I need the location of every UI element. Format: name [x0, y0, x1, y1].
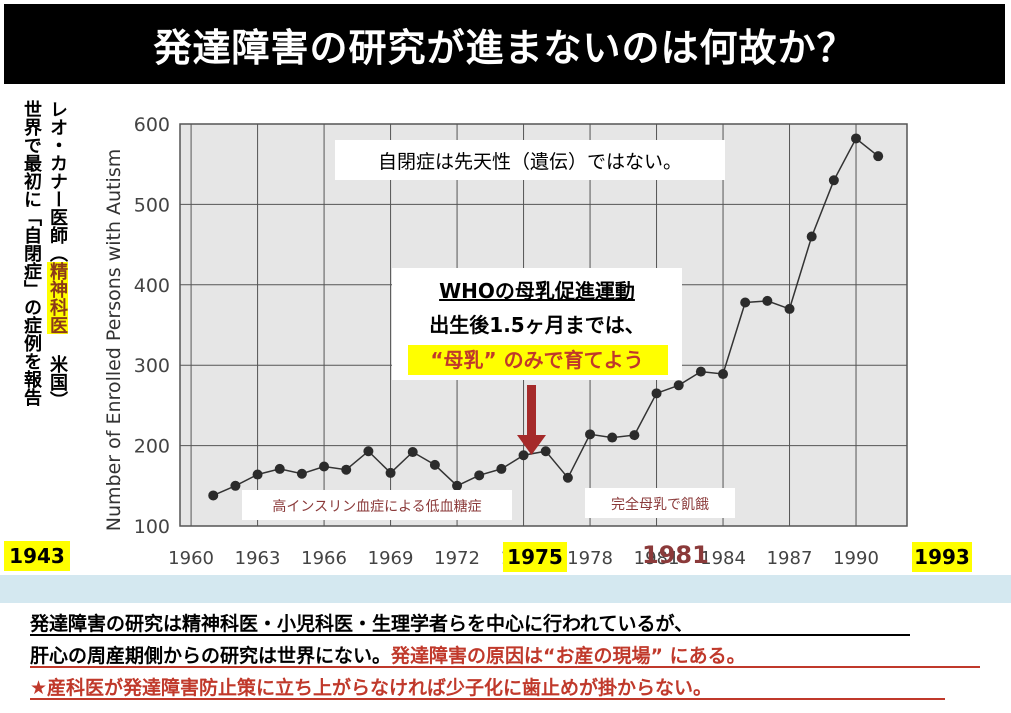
plot-area — [179, 123, 908, 527]
year-1975: 1975 — [503, 542, 567, 572]
y-axis-label: Number of Enrolled Persons with Autism — [103, 149, 125, 531]
series-line — [212, 137, 879, 497]
data-point — [828, 175, 839, 186]
x-tick-label: 1987 — [767, 548, 813, 569]
bottom-line-2: 肝心の周産期側からの研究は世界にない。発達障害の原因は“お産の現場” にある。 — [30, 645, 746, 667]
who-line2: 出生後1.5ヶ月までは、 — [429, 313, 644, 337]
y-tick-label: 300 — [134, 355, 170, 377]
x-tick-label: 1960 — [168, 548, 214, 569]
x-tick-label: 1990 — [833, 548, 879, 569]
who-note-box — [392, 268, 682, 380]
y-tick-label: 100 — [134, 516, 170, 538]
bottom-line-1: 発達障害の研究は精神科医・小児科医・生理学者らを中心に行われているが、 — [30, 613, 694, 635]
x-tick-label: 1963 — [235, 548, 281, 569]
data-point — [296, 468, 307, 479]
y-tick-label: 500 — [134, 194, 170, 216]
data-point — [518, 450, 529, 461]
down-arrow-icon — [517, 385, 546, 455]
who-line3: “母乳” のみで育てよう — [430, 348, 643, 372]
data-point — [230, 480, 241, 491]
data-point — [319, 461, 330, 472]
data-point — [274, 463, 285, 474]
underline-2 — [30, 666, 980, 668]
starvation-note: 完全母乳で飢餓 — [611, 496, 709, 513]
underline-1 — [30, 634, 910, 636]
genetic-note: 自閉症は先天性（遺伝）ではない。 — [378, 151, 682, 173]
data-point — [252, 469, 263, 480]
side-note-kanner: レオ・カナー医師（精神科医 米国） — [47, 100, 68, 409]
x-tick-label: 1966 — [301, 548, 347, 569]
year-1993: 1993 — [912, 542, 972, 572]
divider-band — [0, 575, 1011, 603]
data-point — [873, 151, 884, 162]
y-tick-label: 600 — [134, 114, 170, 136]
data-point — [651, 388, 662, 399]
data-point — [806, 231, 817, 242]
genetic-note-box — [335, 140, 725, 180]
data-point — [585, 429, 596, 440]
y-tick-label: 200 — [134, 436, 170, 458]
underline-3 — [30, 698, 945, 700]
data-point — [496, 463, 507, 474]
who-title: WHOの母乳促進運動 — [439, 279, 635, 303]
data-point — [429, 459, 440, 470]
y-tick-label: 400 — [134, 275, 170, 297]
side-note-first-report: 世界で最初に「自閉症」の症例を報告 — [21, 100, 42, 406]
data-point — [407, 447, 418, 458]
data-point — [718, 369, 729, 380]
data-point — [607, 432, 618, 443]
data-point — [208, 490, 219, 501]
psychiatrist-highlight: 精神科医 — [47, 262, 68, 334]
data-point — [452, 480, 463, 491]
x-tick-label: 1969 — [368, 548, 414, 569]
data-point — [540, 446, 551, 457]
data-point — [695, 366, 706, 377]
data-point — [629, 430, 640, 441]
data-point — [740, 297, 751, 308]
data-point — [762, 295, 773, 306]
data-point — [363, 446, 374, 457]
page-title: 発達障害の研究が進まないのは何故か？ — [4, 4, 1005, 84]
data-point — [851, 133, 862, 144]
x-tick-label: 1978 — [567, 548, 613, 569]
who-highlight — [408, 345, 668, 375]
data-point — [341, 464, 352, 475]
data-point — [562, 472, 573, 483]
data-point — [385, 467, 396, 478]
data-point — [673, 380, 684, 391]
year-1943: 1943 — [4, 541, 70, 571]
starvation-note-box — [585, 488, 735, 518]
year-1981: 1981 — [642, 541, 709, 569]
insulin-note: 高インスリン血症による低血糖症 — [272, 498, 481, 515]
bottom-line-3: ★産科医が発達障害防止策に立ち上がらなければ少子化に歯止めが掛からない。 — [30, 677, 713, 699]
x-tick-label: 1972 — [434, 548, 480, 569]
data-point — [784, 303, 795, 314]
data-point — [474, 470, 485, 481]
insulin-note-box — [242, 490, 512, 520]
